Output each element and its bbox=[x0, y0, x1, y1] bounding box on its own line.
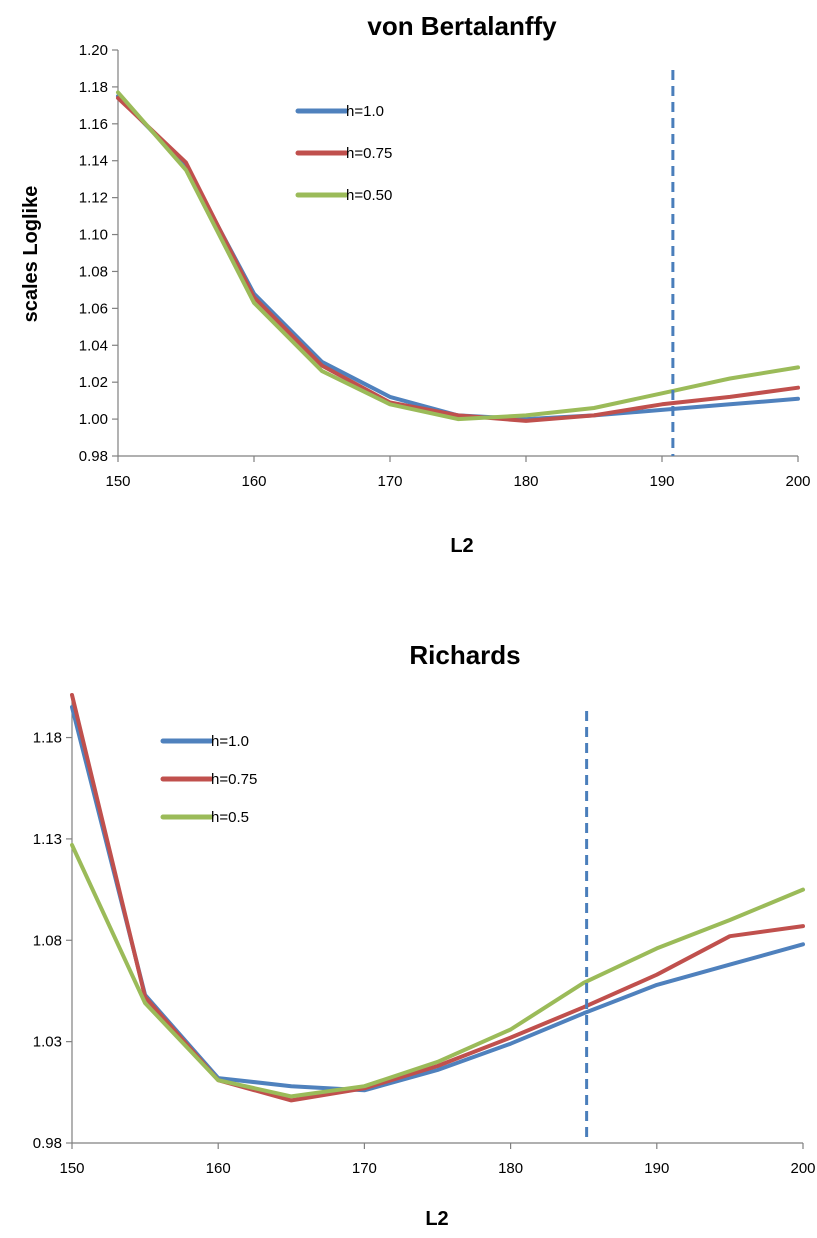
x-tick-label: 150 bbox=[59, 1160, 84, 1177]
series-line-h=0.5 bbox=[70, 843, 805, 1099]
y-tick-label: 1.02 bbox=[79, 374, 108, 391]
chart-1-legend: h=1.0 h=0.75 h=0.50 bbox=[295, 103, 392, 204]
series-line-h=0.75 bbox=[116, 96, 800, 423]
x-tick-label: 190 bbox=[644, 1160, 669, 1177]
legend-label: h=1.0 bbox=[346, 103, 384, 120]
chart-1-x-axis-label: L2 bbox=[450, 535, 473, 557]
y-tick-label: 1.04 bbox=[79, 337, 108, 354]
x-tick-label: 200 bbox=[790, 1160, 815, 1177]
x-tick-label: 170 bbox=[377, 473, 402, 490]
y-tick-label: 1.08 bbox=[79, 263, 108, 280]
x-tick-label: 160 bbox=[241, 473, 266, 490]
y-tick-label: 1.18 bbox=[33, 730, 62, 747]
y-tick-label: 1.13 bbox=[33, 831, 62, 848]
x-tick-label: 170 bbox=[352, 1160, 377, 1177]
x-tick-label: 190 bbox=[649, 473, 674, 490]
chart-2-axes bbox=[66, 697, 804, 1149]
chart-1-tick-labels: 0.98 1.00 1.02 1.04 1.06 1.08 1.10 1.12 1.14 1.16… bbox=[79, 42, 811, 490]
y-tick-label: 1.12 bbox=[79, 190, 108, 207]
y-tick-label: 0.98 bbox=[33, 1135, 62, 1152]
chart-1-title: von Bertalanffy bbox=[367, 11, 557, 41]
chart-2-x-axis-label: L2 bbox=[425, 1208, 448, 1230]
chart-1-y-axis-label: scales Loglike bbox=[20, 186, 42, 323]
x-tick-label: 180 bbox=[498, 1160, 523, 1177]
y-tick-label: 1.18 bbox=[79, 79, 108, 96]
y-tick-label: 1.06 bbox=[79, 300, 108, 317]
chart-2-tick-labels: 0.98 1.03 1.08 1.13 1.18 150 160 170 180 190 200 bbox=[33, 730, 816, 1177]
legend-label: h=1.0 bbox=[211, 733, 249, 750]
chart-1-axes bbox=[112, 49, 799, 462]
y-tick-label: 1.16 bbox=[79, 116, 108, 133]
x-tick-label: 160 bbox=[206, 1160, 231, 1177]
chart-2-title: Richards bbox=[409, 640, 520, 670]
series-line-h=1.0 bbox=[116, 94, 800, 422]
series-line-h=0.50 bbox=[116, 90, 800, 422]
legend-label: h=0.75 bbox=[346, 145, 392, 162]
y-tick-label: 1.10 bbox=[79, 227, 108, 244]
x-tick-label: 180 bbox=[513, 473, 538, 490]
legend-label: h=0.75 bbox=[211, 771, 257, 788]
legend-label: h=0.5 bbox=[211, 809, 249, 826]
legend-label: h=0.50 bbox=[346, 187, 392, 204]
y-tick-label: 1.08 bbox=[33, 932, 62, 949]
x-tick-label: 150 bbox=[105, 473, 130, 490]
x-tick-label: 200 bbox=[785, 473, 810, 490]
y-tick-label: 1.03 bbox=[33, 1034, 62, 1051]
chart-2-legend: h=1.0 h=0.75 h=0.5 bbox=[160, 733, 257, 826]
y-tick-label: 1.00 bbox=[79, 411, 108, 428]
y-tick-label: 1.14 bbox=[79, 153, 108, 170]
y-tick-label: 0.98 bbox=[79, 448, 108, 465]
chart-richards: Richards L2 0.98 1.03 1.08 1.13 1.18 150 160 17… bbox=[33, 640, 816, 1230]
y-tick-label: 1.20 bbox=[79, 42, 108, 59]
chart-1-series-lines bbox=[116, 70, 800, 456]
chart-2-series-lines bbox=[70, 693, 805, 1143]
series-line-h=1.0 bbox=[70, 705, 805, 1093]
chart-von-bertalanffy: von Bertalanffy scales Loglike L2 0.98 1.… bbox=[20, 11, 811, 557]
